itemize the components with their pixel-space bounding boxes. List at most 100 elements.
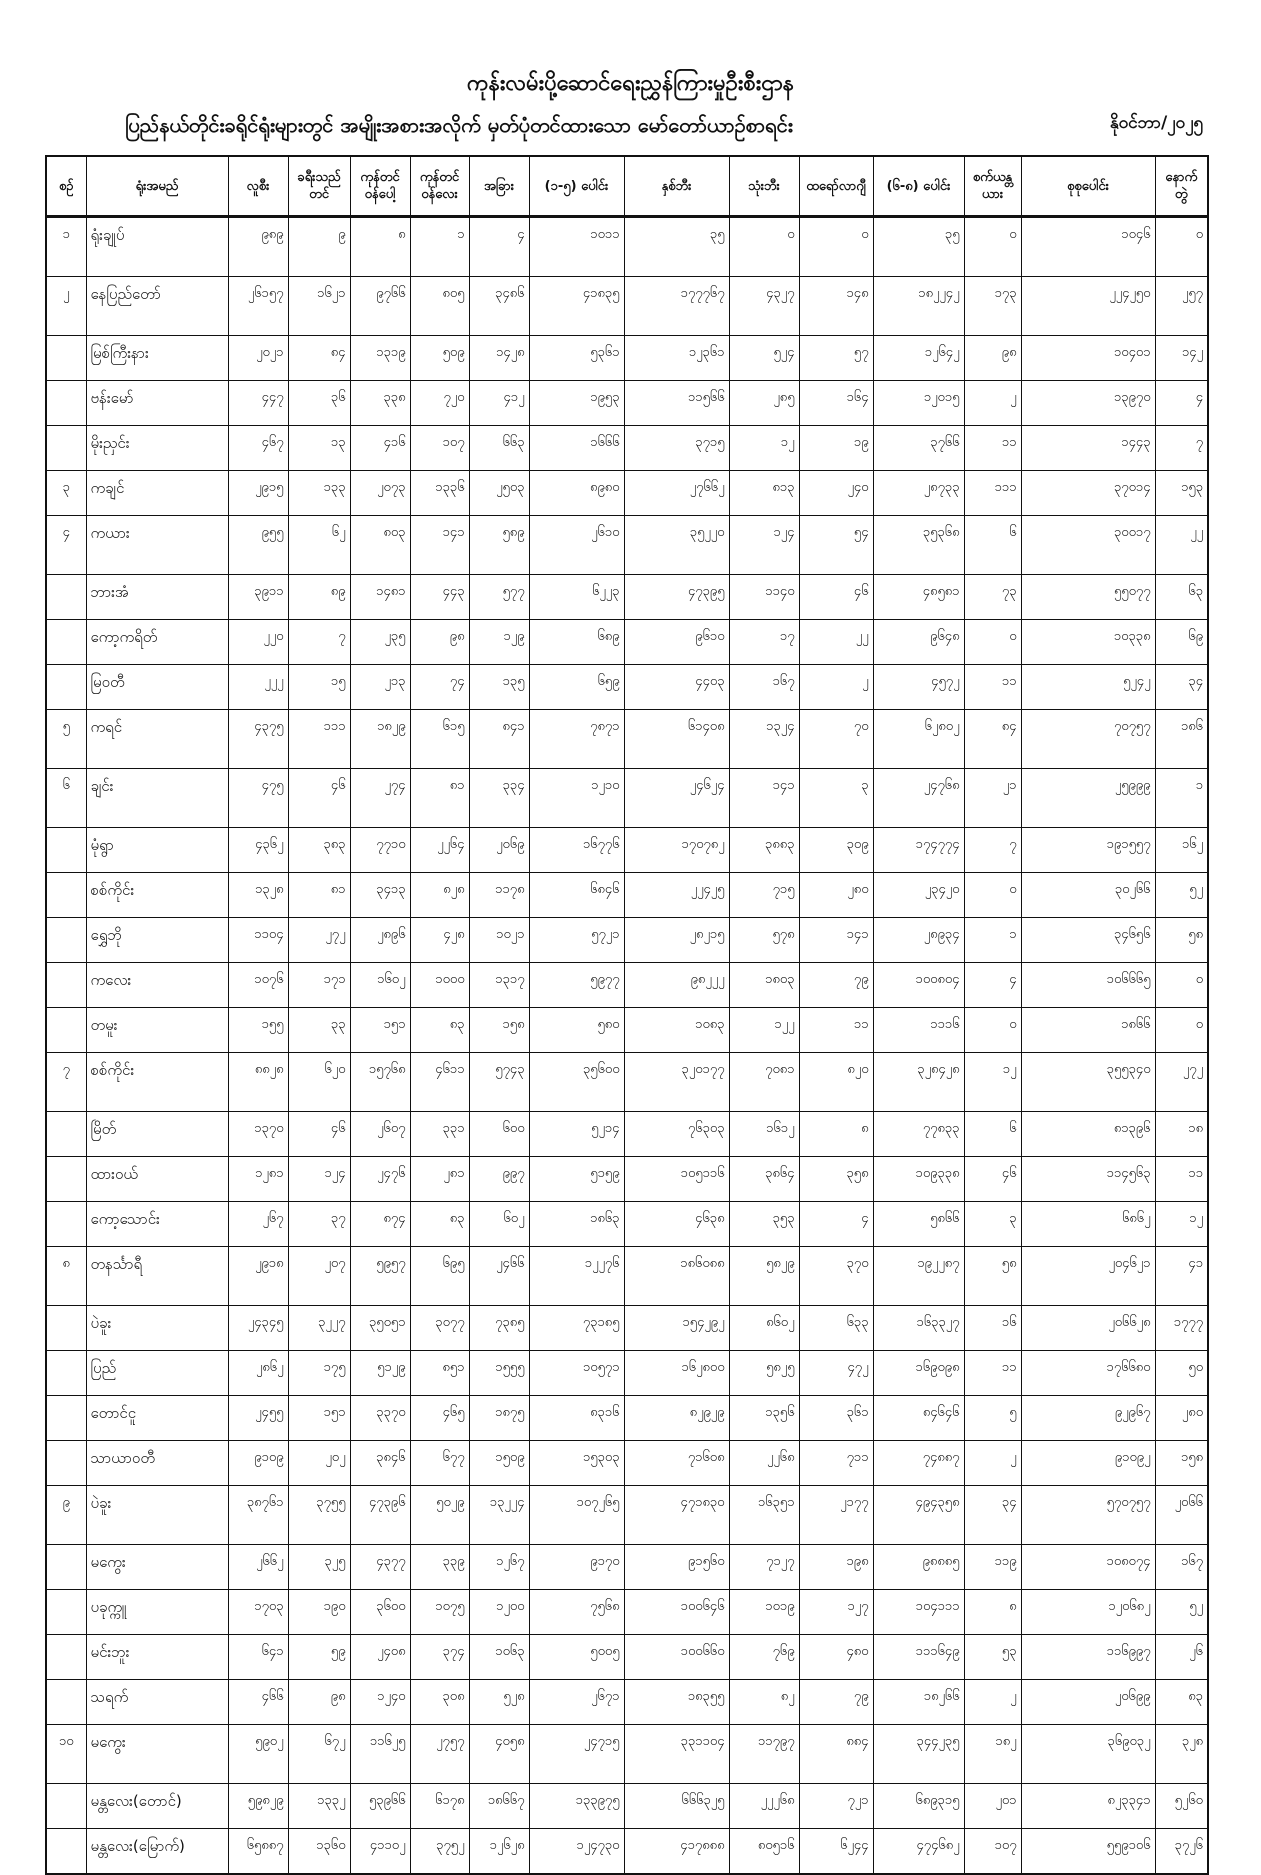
row-number: ၇: [45, 1052, 87, 1112]
table-cell: ၂၅၇: [1154, 276, 1209, 336]
table-cell: ၂၄၇၆: [349, 1156, 411, 1202]
table-cell: ၁၇၀၃: [227, 1589, 289, 1635]
office-name: ပြည်: [85, 1350, 229, 1396]
table-cell: ၇၄: [409, 664, 470, 710]
table-cell: ၄၁၈၃၅: [528, 276, 625, 336]
table-cell: ၇၀: [798, 709, 874, 769]
table-cell: ၀: [1154, 1007, 1209, 1053]
table-cell: ၁၀၅၁၁၆: [623, 1156, 730, 1202]
row-number: [45, 872, 87, 918]
table-cell: ၁၆၇၇၆: [528, 827, 625, 873]
column-header: ကုန်တင်ဝန်ပေါ့: [349, 155, 411, 217]
table-row: တောင်ငူ ၂၄၅၅ ၁၅၁ ၃၃၇၀ ၄၆၅ ၁၈၇၅ ၈၃၁၆ ၈၂၉၂၉ ၁၃၅၆ ၃၆…: [45, 1395, 1209, 1441]
table-cell: ၂၉၁၈: [227, 1246, 289, 1306]
office-name: နေပြည်တော်: [85, 276, 229, 336]
table-cell: ၄၉၄၃၅၈: [872, 1485, 965, 1545]
table-cell: ၉၈: [963, 335, 1022, 381]
table-cell: ၂၆၁၀: [528, 515, 625, 575]
office-name: ပခုက္ကူ: [85, 1589, 229, 1635]
table-cell: ၄၁၇၈၈၈: [623, 1828, 730, 1875]
table-row: ၆ချင်း ၄၇၅ ၄၆ ၂၇၄ ၈၁ ၃၃၄ ၁၂၁၀ ၂၄၆၂၄ ၁၄၁၃၂၄၇၆၈ ၂၁၂…: [45, 768, 1209, 828]
table-cell: ၃၅၅၃၄၀: [1020, 1052, 1156, 1112]
table-row: မြိတ် ၁၃၇၀ ၄၆ ၂၆၀၇ ၃၃၁ ၆၀၀ ၅၂၁၄ ၇၆၃၀၃ ၁၆၁၂၈၇၇၈၃၃…: [45, 1111, 1209, 1157]
table-cell: ၉: [287, 216, 351, 277]
table-cell: ၈၈၄: [798, 1724, 874, 1784]
office-name: ချင်း: [85, 768, 229, 828]
table-cell: ၉၆၄၈: [872, 619, 965, 665]
table-cell: ၅၀၉: [409, 335, 470, 381]
table-cell: ၈၉၈၀: [528, 470, 625, 516]
table-cell: ၁၈: [1154, 1111, 1209, 1157]
table-cell: ၆၉၅: [409, 1246, 470, 1306]
table-cell: ၁၆၂: [1154, 827, 1209, 873]
table-cell: ၈၃: [1154, 1679, 1209, 1725]
office-name: သာယာဝတီ: [85, 1440, 229, 1486]
table-cell: ၃၇၀၁၄: [1020, 470, 1156, 516]
office-name: တောင်ငူ: [85, 1395, 229, 1441]
table-cell: ၁၁၉: [963, 1544, 1022, 1590]
table-cell: ၁၇၇၇: [1154, 1305, 1209, 1351]
office-name: မြဝတီ: [85, 664, 229, 710]
table-cell: ၄: [1154, 380, 1209, 426]
table-cell: ၁၀၉၃၃၈: [872, 1156, 965, 1202]
table-cell: ၁၂၀၀: [468, 1589, 530, 1635]
table-cell: ၃၆: [287, 380, 351, 426]
table-row: ၁ရုံးချုပ် ၉၈၉၉၈၁၄၁၀၁၁ ၃၅၀၀၃၅၀၁၀၄၆၀: [45, 216, 1209, 277]
table-cell: ၁၂၄: [287, 1156, 351, 1202]
table-row: မန္တလေး(တောင်) ၅၉၈၂၉ ၁၃၃၂ ၅၃၉၆၆ ၆၁၇၈ ၁၈၆၆၇ ၁၃၃…: [45, 1783, 1209, 1829]
office-name: ကော့ကရိတ်: [85, 619, 229, 665]
table-cell: ၁၂၇: [798, 1589, 874, 1635]
table-cell: ၄၁၆: [349, 425, 411, 471]
table-cell: ၁၀၂၁: [468, 917, 530, 963]
table-cell: ၇၄၈၈၇: [872, 1440, 965, 1486]
office-name: မိုးညှင်း: [85, 425, 229, 471]
table-cell: ၆: [963, 515, 1022, 575]
table-cell: ၈: [798, 1111, 874, 1157]
table-cell: ၇၃၁၈၅: [528, 1305, 625, 1351]
table-cell: ၁၅၈: [1154, 1440, 1209, 1486]
table-cell: ၃၈၈၃: [728, 827, 800, 873]
table-cell: ၂၇၆၆၂: [623, 470, 730, 516]
table-cell: ၁၃၉၇၀: [1020, 380, 1156, 426]
row-number: [45, 827, 87, 873]
table-cell: ၁၄၈: [798, 276, 874, 336]
table-cell: ၁၀၁၉: [728, 1589, 800, 1635]
table-cell: ၀: [728, 216, 800, 277]
table-cell: ၁၅၅၅: [468, 1350, 530, 1396]
table-cell: ၁၂၄: [728, 515, 800, 575]
table-cell: ၄၃၇၇: [349, 1544, 411, 1590]
table-cell: ၆၂: [287, 515, 351, 575]
table-cell: ၄၇၃၉၆: [349, 1485, 411, 1545]
table-cell: ၅၇၄၃: [468, 1052, 530, 1112]
table-cell: ၁၂၄၀: [349, 1679, 411, 1725]
table-cell: ၁၅၇၆၈: [349, 1052, 411, 1112]
table-cell: ၁၃၅၆: [728, 1395, 800, 1441]
table-cell: ၅၈၉: [468, 515, 530, 575]
table-cell: ၂၀၆၆: [1154, 1485, 1209, 1545]
office-name: ရွှေဘို: [85, 917, 229, 963]
table-cell: ၁၅၈: [468, 1007, 530, 1053]
table-cell: ၁၀၇၆: [227, 962, 289, 1008]
table-cell: ၄: [468, 216, 530, 277]
table-cell: ၅၇၂၁: [528, 917, 625, 963]
table-cell: ၁: [963, 917, 1022, 963]
table-cell: ၂၂၄၂၅: [623, 872, 730, 918]
row-number: [45, 574, 87, 620]
table-cell: ၂၄၆၂၄: [623, 768, 730, 828]
office-name: ကော့သောင်း: [85, 1201, 229, 1247]
table-cell: ၁၆၂၈၀၀: [623, 1350, 730, 1396]
table-cell: ၁၃၇၀: [227, 1111, 289, 1157]
table-cell: ၂၆၆၂: [227, 1544, 289, 1590]
table-cell: ၁၁၇၉၇: [728, 1724, 800, 1784]
table-cell: ၁၈၆၀၈၈: [623, 1246, 730, 1306]
table-cell: ၁၁၄၅၆၃: [1020, 1156, 1156, 1202]
office-name: မကွေး: [85, 1724, 229, 1784]
table-cell: ၁၁: [963, 425, 1022, 471]
table-cell: ၈၁: [409, 768, 470, 828]
table-cell: ၁၀၀၈၀၄: [872, 962, 965, 1008]
table-cell: ၁၂၂၇၆: [528, 1246, 625, 1306]
row-number: [45, 1007, 87, 1053]
row-number: ၉: [45, 1485, 87, 1545]
table-cell: ၇၈၇၁: [528, 709, 625, 769]
table-cell: ၂၂၆၈: [728, 1440, 800, 1486]
